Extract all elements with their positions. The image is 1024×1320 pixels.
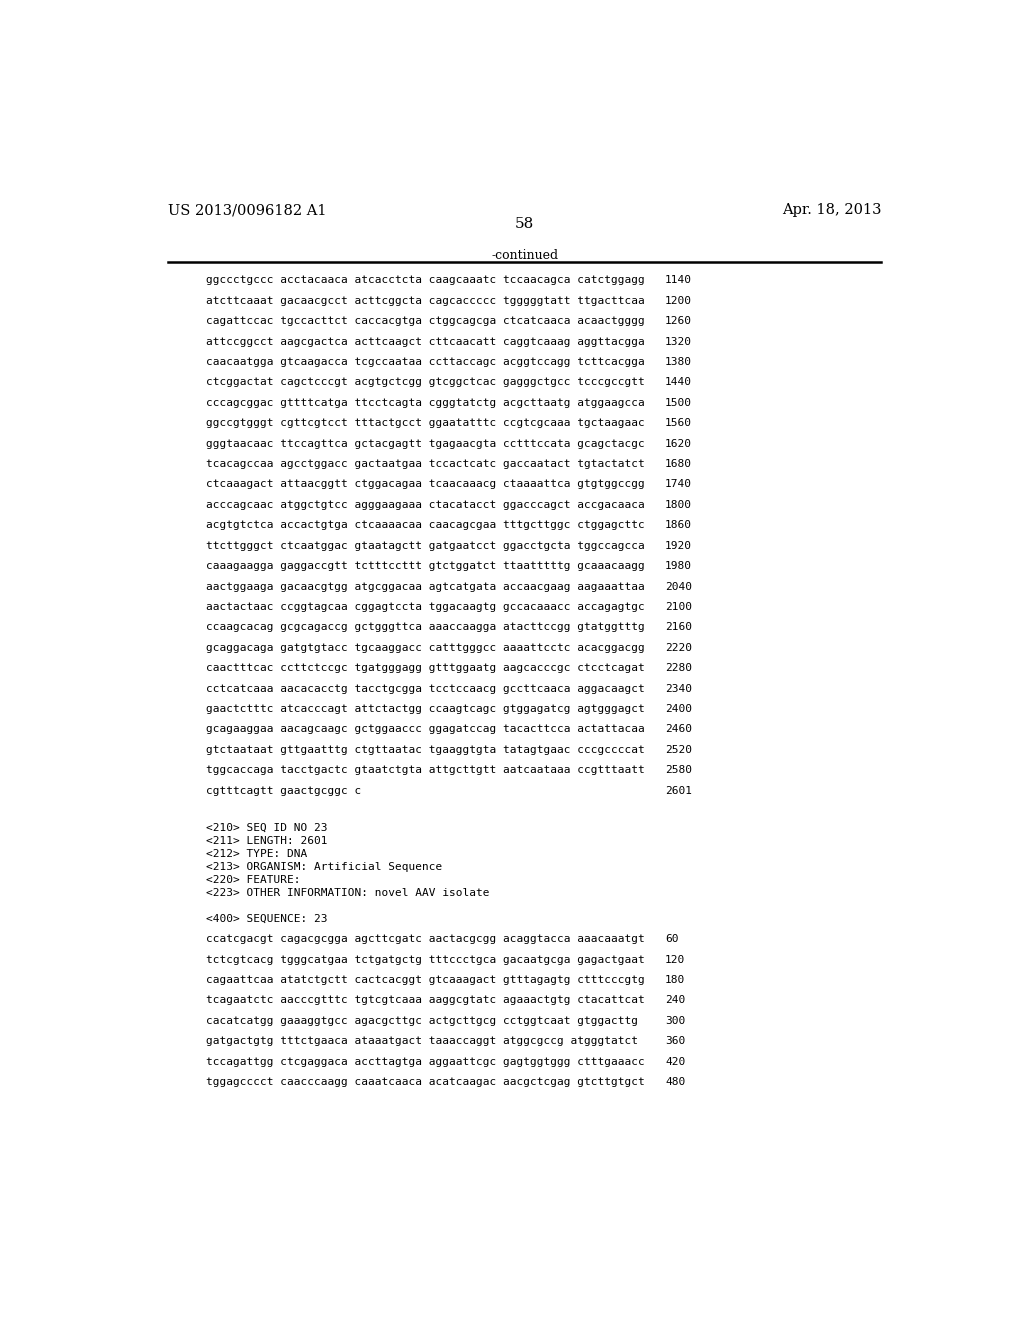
Text: 300: 300 [665,1016,685,1026]
Text: 420: 420 [665,1056,685,1067]
Text: ccaagcacag gcgcagaccg gctgggttca aaaccaagga atacttccgg gtatggtttg: ccaagcacag gcgcagaccg gctgggttca aaaccaa… [206,622,644,632]
Text: ggccgtgggt cgttcgtcct tttactgcct ggaatatttc ccgtcgcaaa tgctaagaac: ggccgtgggt cgttcgtcct tttactgcct ggaatat… [206,418,644,428]
Text: 480: 480 [665,1077,685,1086]
Text: tctcgtcacg tgggcatgaa tctgatgctg tttccctgca gacaatgcga gagactgaat: tctcgtcacg tgggcatgaa tctgatgctg tttccct… [206,954,644,965]
Text: atcttcaaat gacaacgcct acttcggcta cagcaccccc tgggggtatt ttgacttcaa: atcttcaaat gacaacgcct acttcggcta cagcacc… [206,296,644,306]
Text: 2040: 2040 [665,582,692,591]
Text: 180: 180 [665,975,685,985]
Text: 120: 120 [665,954,685,965]
Text: 1440: 1440 [665,378,692,388]
Text: acccagcaac atggctgtcc agggaagaaa ctacatacct ggacccagct accgacaaca: acccagcaac atggctgtcc agggaagaaa ctacata… [206,500,644,510]
Text: acgtgtctca accactgtga ctcaaaacaa caacagcgaa tttgcttggc ctggagcttc: acgtgtctca accactgtga ctcaaaacaa caacagc… [206,520,644,531]
Text: tcacagccaa agcctggacc gactaatgaa tccactcatc gaccaatact tgtactatct: tcacagccaa agcctggacc gactaatgaa tccactc… [206,459,644,469]
Text: caacaatgga gtcaagacca tcgccaataa ccttaccagc acggtccagg tcttcacgga: caacaatgga gtcaagacca tcgccaataa ccttacc… [206,358,644,367]
Text: cagaattcaa atatctgctt cactcacggt gtcaaagact gtttagagtg ctttcccgtg: cagaattcaa atatctgctt cactcacggt gtcaaag… [206,975,644,985]
Text: 2160: 2160 [665,622,692,632]
Text: 1500: 1500 [665,397,692,408]
Text: 1200: 1200 [665,296,692,306]
Text: gcaggacaga gatgtgtacc tgcaaggacc catttgggcc aaaattcctc acacggacgg: gcaggacaga gatgtgtacc tgcaaggacc catttgg… [206,643,644,652]
Text: 1380: 1380 [665,358,692,367]
Text: aactactaac ccggtagcaa cggagtccta tggacaagtg gccacaaacc accagagtgc: aactactaac ccggtagcaa cggagtccta tggacaa… [206,602,644,612]
Text: 1740: 1740 [665,479,692,490]
Text: aactggaaga gacaacgtgg atgcggacaa agtcatgata accaacgaag aagaaattaa: aactggaaga gacaacgtgg atgcggacaa agtcatg… [206,582,644,591]
Text: 2601: 2601 [665,785,692,796]
Text: Apr. 18, 2013: Apr. 18, 2013 [781,203,882,216]
Text: cctcatcaaa aacacacctg tacctgcgga tcctccaacg gccttcaaca aggacaagct: cctcatcaaa aacacacctg tacctgcgga tcctcca… [206,684,644,693]
Text: gatgactgtg tttctgaaca ataaatgact taaaccaggt atggcgccg atgggtatct: gatgactgtg tttctgaaca ataaatgact taaacca… [206,1036,638,1047]
Text: -continued: -continued [492,249,558,263]
Text: cacatcatgg gaaaggtgcc agacgcttgc actgcttgcg cctggtcaat gtggacttg: cacatcatgg gaaaggtgcc agacgcttgc actgctt… [206,1016,638,1026]
Text: gtctaataat gttgaatttg ctgttaatac tgaaggtgta tatagtgaac cccgccccat: gtctaataat gttgaatttg ctgttaatac tgaaggt… [206,744,644,755]
Text: caaagaagga gaggaccgtt tctttccttt gtctggatct ttaatttttg gcaaacaagg: caaagaagga gaggaccgtt tctttccttt gtctgga… [206,561,644,572]
Text: 2400: 2400 [665,704,692,714]
Text: 1860: 1860 [665,520,692,531]
Text: ggccctgccc acctacaaca atcacctcta caagcaaatc tccaacagca catctggagg: ggccctgccc acctacaaca atcacctcta caagcaa… [206,276,644,285]
Text: <220> FEATURE:: <220> FEATURE: [206,875,300,886]
Text: 2220: 2220 [665,643,692,652]
Text: tcagaatctc aacccgtttc tgtcgtcaaa aaggcgtatc agaaactgtg ctacattcat: tcagaatctc aacccgtttc tgtcgtcaaa aaggcgt… [206,995,644,1006]
Text: gggtaacaac ttccagttca gctacgagtt tgagaacgta cctttccata gcagctacgc: gggtaacaac ttccagttca gctacgagtt tgagaac… [206,438,644,449]
Text: tggagcccct caacccaagg caaatcaaca acatcaagac aacgctcgag gtcttgtgct: tggagcccct caacccaagg caaatcaaca acatcaa… [206,1077,644,1086]
Text: <223> OTHER INFORMATION: novel AAV isolate: <223> OTHER INFORMATION: novel AAV isola… [206,888,489,899]
Text: cccagcggac gttttcatga ttcctcagta cgggtatctg acgcttaatg atggaagcca: cccagcggac gttttcatga ttcctcagta cgggtat… [206,397,644,408]
Text: 1320: 1320 [665,337,692,347]
Text: 2340: 2340 [665,684,692,693]
Text: ttcttgggct ctcaatggac gtaatagctt gatgaatcct ggacctgcta tggccagcca: ttcttgggct ctcaatggac gtaatagctt gatgaat… [206,541,644,550]
Text: 2280: 2280 [665,663,692,673]
Text: <213> ORGANISM: Artificial Sequence: <213> ORGANISM: Artificial Sequence [206,862,441,873]
Text: 1800: 1800 [665,500,692,510]
Text: ctcaaagact attaacggtt ctggacagaa tcaacaaacg ctaaaattca gtgtggccgg: ctcaaagact attaacggtt ctggacagaa tcaacaa… [206,479,644,490]
Text: 58: 58 [515,216,535,231]
Text: 1620: 1620 [665,438,692,449]
Text: 360: 360 [665,1036,685,1047]
Text: 2100: 2100 [665,602,692,612]
Text: 1680: 1680 [665,459,692,469]
Text: 60: 60 [665,935,679,944]
Text: tccagattgg ctcgaggaca accttagtga aggaattcgc gagtggtggg ctttgaaacc: tccagattgg ctcgaggaca accttagtga aggaatt… [206,1056,644,1067]
Text: 2460: 2460 [665,725,692,734]
Text: ctcggactat cagctcccgt acgtgctcgg gtcggctcac gagggctgcc tcccgccgtt: ctcggactat cagctcccgt acgtgctcgg gtcggct… [206,378,644,388]
Text: 1920: 1920 [665,541,692,550]
Text: <212> TYPE: DNA: <212> TYPE: DNA [206,849,307,859]
Text: attccggcct aagcgactca acttcaagct cttcaacatt caggtcaaag aggttacgga: attccggcct aagcgactca acttcaagct cttcaac… [206,337,644,347]
Text: tggcaccaga tacctgactc gtaatctgta attgcttgtt aatcaataaa ccgtttaatt: tggcaccaga tacctgactc gtaatctgta attgctt… [206,766,644,775]
Text: 1980: 1980 [665,561,692,572]
Text: gcagaaggaa aacagcaagc gctggaaccc ggagatccag tacacttcca actattacaa: gcagaaggaa aacagcaagc gctggaaccc ggagatc… [206,725,644,734]
Text: 1140: 1140 [665,276,692,285]
Text: gaactctttc atcacccagt attctactgg ccaagtcagc gtggagatcg agtgggagct: gaactctttc atcacccagt attctactgg ccaagtc… [206,704,644,714]
Text: 2520: 2520 [665,744,692,755]
Text: 1560: 1560 [665,418,692,428]
Text: 1260: 1260 [665,317,692,326]
Text: <400> SEQUENCE: 23: <400> SEQUENCE: 23 [206,913,327,924]
Text: <211> LENGTH: 2601: <211> LENGTH: 2601 [206,836,327,846]
Text: cagattccac tgccacttct caccacgtga ctggcagcga ctcatcaaca acaactgggg: cagattccac tgccacttct caccacgtga ctggcag… [206,317,644,326]
Text: 240: 240 [665,995,685,1006]
Text: 2580: 2580 [665,766,692,775]
Text: ccatcgacgt cagacgcgga agcttcgatc aactacgcgg acaggtacca aaacaaatgt: ccatcgacgt cagacgcgga agcttcgatc aactacg… [206,935,644,944]
Text: <210> SEQ ID NO 23: <210> SEQ ID NO 23 [206,822,327,833]
Text: cgtttcagtt gaactgcggc c: cgtttcagtt gaactgcggc c [206,785,360,796]
Text: US 2013/0096182 A1: US 2013/0096182 A1 [168,203,327,216]
Text: caactttcac ccttctccgc tgatgggagg gtttggaatg aagcacccgc ctcctcagat: caactttcac ccttctccgc tgatgggagg gtttgga… [206,663,644,673]
